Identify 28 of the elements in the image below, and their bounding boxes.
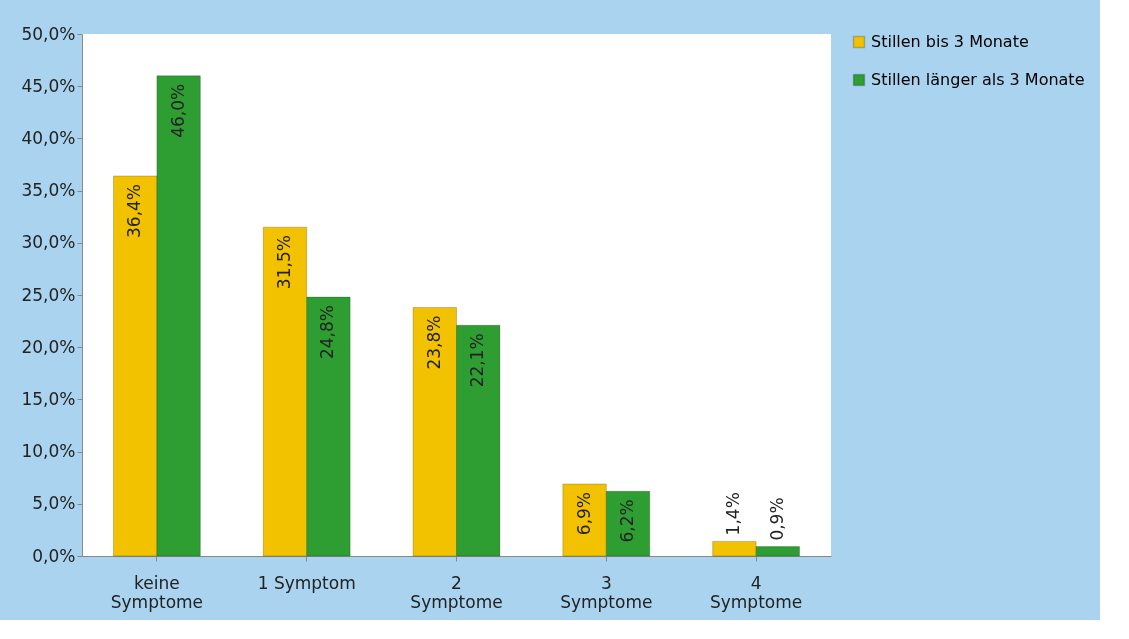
x-tick-label: keine Symptome: [110, 572, 204, 612]
legend-label: Stillen länger als 3 Monate: [871, 70, 1085, 89]
y-tick-label: 15,0%: [21, 388, 76, 409]
y-tick-label: 20,0%: [21, 336, 76, 357]
data-label: 23,8%: [423, 315, 444, 370]
data-label: 31,5%: [273, 235, 294, 290]
x-tick-label: 4 Symptome: [709, 572, 803, 612]
data-label: 1,4%: [723, 492, 744, 536]
y-tick-label: 0,0%: [32, 545, 76, 566]
legend-label: Stillen bis 3 Monate: [871, 32, 1029, 51]
y-tick-label: 30,0%: [21, 232, 76, 253]
y-tick-label: 35,0%: [21, 180, 76, 201]
y-tick-label: 45,0%: [21, 75, 76, 96]
x-tick-label: 3 Symptome: [560, 572, 653, 612]
data-label: 36,4%: [124, 183, 145, 238]
y-tick-label: 10,0%: [21, 441, 76, 462]
x-tick-label: 2 Symptome: [410, 572, 503, 612]
x-tick-label: 1 Symptom: [257, 572, 356, 593]
y-tick-label: 50,0%: [21, 23, 76, 44]
data-label: 6,9%: [573, 491, 594, 536]
y-tick-label: 40,0%: [21, 127, 76, 148]
data-label: 6,2%: [617, 499, 638, 543]
data-label: 22,1%: [467, 333, 488, 388]
y-tick-label: 5,0%: [32, 493, 76, 514]
y-tick-label: 25,0%: [21, 284, 76, 305]
data-label: 0,9%: [766, 497, 787, 541]
data-label: 24,8%: [317, 305, 338, 360]
data-label: 46,0%: [167, 83, 188, 138]
